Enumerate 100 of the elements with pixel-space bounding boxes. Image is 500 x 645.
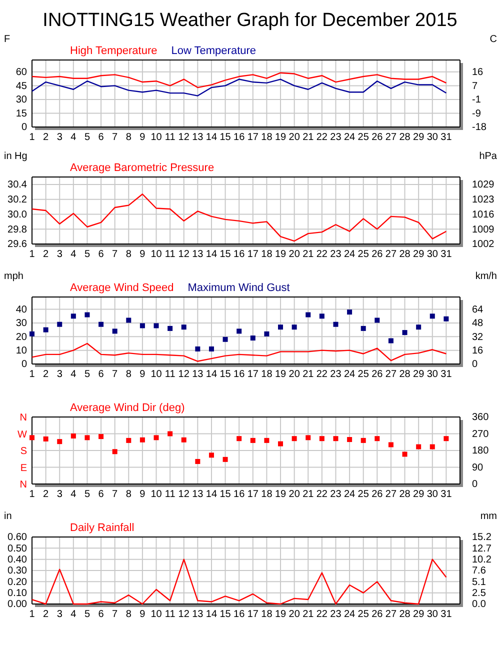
x-tick-label: 21 — [302, 489, 314, 500]
x-tick-label: 21 — [302, 249, 314, 260]
y2-tick-label: 1002 — [472, 239, 495, 250]
x-tick-label: 16 — [234, 249, 246, 260]
point — [154, 435, 159, 440]
point — [347, 437, 352, 442]
point — [347, 310, 352, 315]
y2-tick-label: 16 — [472, 67, 484, 78]
point — [208, 346, 214, 352]
x-tick-label: 14 — [206, 249, 218, 260]
x-tick-label: 7 — [112, 132, 118, 144]
text: Low Temperature — [171, 45, 256, 57]
point — [43, 327, 48, 332]
x-tick-label: 30 — [426, 609, 438, 620]
x-tick-label: 19 — [274, 609, 287, 620]
point — [333, 436, 338, 442]
x-tick-label: 16 — [234, 369, 246, 380]
x-tick-label: 18 — [261, 132, 273, 144]
x-tick-label: 18 — [261, 249, 273, 260]
point — [222, 456, 228, 462]
x-tick-label: 3 — [56, 369, 63, 380]
x-tick-label: 21 — [302, 369, 314, 380]
x-tick-label: 22 — [316, 609, 328, 620]
chart-title: INOTTING15 Weather Graph for December 2015 — [42, 10, 458, 31]
point — [181, 437, 186, 442]
y2-axis-title: C — [490, 34, 497, 45]
x-tick-label: 3 — [56, 609, 63, 620]
x-tick-label: 10 — [150, 489, 162, 500]
x-tick-label: 30 — [426, 369, 438, 380]
x-tick-label: 23 — [330, 369, 342, 380]
y-tick-label: 30 — [16, 94, 28, 106]
x-tick-label: 1 — [29, 489, 36, 500]
x-tick-label: 31 — [440, 132, 452, 144]
text: N — [20, 480, 27, 490]
point — [30, 331, 34, 336]
x-tick-label: 30 — [426, 132, 438, 144]
y2-tick-label: 7.6 — [472, 566, 486, 577]
y-tick-label: 0 — [21, 122, 28, 134]
x-tick-label: 10 — [150, 609, 162, 620]
x-tick-label: 7 — [112, 489, 118, 500]
x-tick-label: 26 — [372, 249, 384, 260]
x-tick-label: 6 — [98, 369, 104, 380]
point — [98, 434, 104, 440]
x-tick-label: 30 — [426, 249, 438, 260]
x-tick-label: 25 — [358, 609, 370, 620]
y2-tick-label: 0.0 — [472, 599, 486, 610]
x-tick-label: 4 — [70, 249, 77, 260]
y2-tick-label: 2.5 — [472, 588, 486, 600]
text: E — [20, 462, 28, 474]
x-tick-label: 23 — [330, 489, 342, 500]
x-tick-label: 11 — [164, 609, 176, 620]
x-tick-label: 12 — [178, 489, 190, 500]
point — [126, 318, 132, 323]
text: Maximum Wind Gust — [188, 282, 290, 294]
x-tick-label: 26 — [372, 609, 384, 620]
line-series — [31, 72, 447, 88]
y2-axis-title: mm — [480, 511, 497, 522]
x-tick-label: 15 — [220, 369, 232, 380]
x-tick-label: 28 — [399, 132, 411, 144]
y-tick-label: 60 — [16, 67, 28, 78]
x-tick-label: 24 — [344, 369, 356, 380]
x-tick-label: 9 — [140, 369, 146, 380]
x-tick-label: 13 — [192, 249, 204, 260]
x-tick-label: 26 — [372, 369, 384, 380]
y-axis-title: in Hg — [4, 151, 28, 162]
y-tick-label: 0.50 — [8, 543, 28, 554]
x-tick-label: 7 — [112, 249, 118, 260]
x-tick-label: 14 — [206, 609, 218, 620]
point — [292, 324, 297, 330]
point — [402, 452, 408, 457]
x-tick-label: 29 — [413, 369, 425, 380]
y2-tick-label: 48 — [472, 318, 484, 330]
y-tick-label: 40 — [16, 304, 28, 316]
point — [306, 435, 311, 440]
x-tick-label: 5 — [84, 489, 90, 500]
x-tick-label: 29 — [413, 609, 425, 620]
x-tick-label: 7 — [112, 369, 118, 380]
y2-tick-label: 5.1 — [472, 576, 486, 588]
x-tick-label: 2 — [43, 609, 50, 620]
y-tick-label: 0.00 — [8, 599, 28, 610]
point — [278, 324, 284, 330]
y2-tick-label: -18 — [472, 122, 487, 134]
x-tick-label: 8 — [126, 609, 132, 620]
point — [98, 322, 104, 327]
x-tick-label: 20 — [288, 489, 300, 500]
x-tick-label: 9 — [140, 132, 146, 144]
y2-tick-label: 1023 — [472, 194, 495, 206]
x-tick-label: 3 — [56, 489, 63, 500]
x-tick-label: 19 — [274, 132, 287, 144]
x-tick-label: 13 — [192, 132, 204, 144]
point — [430, 444, 435, 450]
x-tick-label: 2 — [43, 489, 50, 500]
x-tick-label: 10 — [150, 249, 162, 260]
x-tick-label: 19 — [274, 369, 287, 380]
y-axis-title: F — [4, 34, 10, 45]
point — [43, 436, 48, 442]
x-tick-label: 6 — [98, 609, 104, 620]
x-tick-label: 27 — [385, 489, 397, 500]
point — [444, 316, 449, 322]
x-tick-label: 18 — [261, 489, 273, 500]
